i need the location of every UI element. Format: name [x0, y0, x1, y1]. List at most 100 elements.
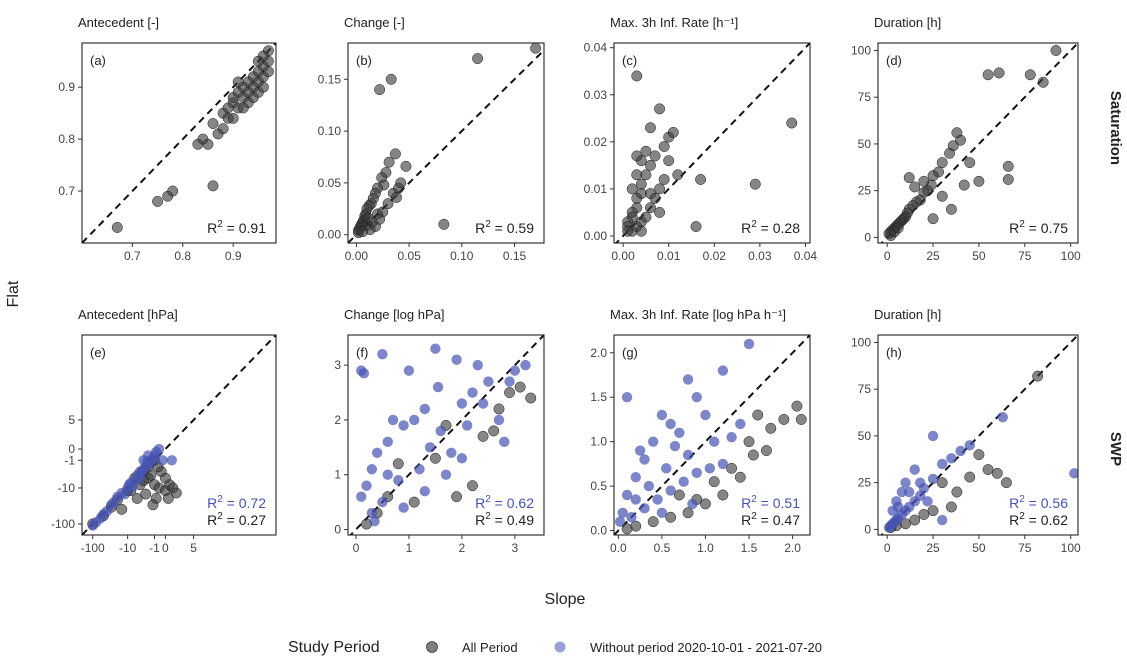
panel-frame: [347, 42, 545, 244]
point-without-period: [617, 507, 628, 518]
panel-2: Change [-] 0.00 0.05 0.10 0.15 0.00 0.05 0.10 0.…: [318, 15, 545, 263]
point-without-period: [371, 447, 383, 459]
point-all-period: [217, 123, 229, 135]
point-all-period: [467, 480, 478, 492]
point-all-period: [145, 469, 157, 481]
point-all-period: [257, 81, 269, 93]
point-all-period: [383, 156, 395, 168]
x-tick-label: 50: [972, 249, 986, 263]
y-tick-label: 0.01: [584, 182, 608, 196]
point-without-period: [892, 501, 904, 513]
point-without-period: [432, 381, 444, 393]
point-without-period: [726, 432, 737, 443]
point-without-period: [136, 466, 147, 477]
y-tick-label: 100: [851, 335, 871, 349]
y-tick-label: 0.03: [584, 88, 608, 102]
point-without-period: [682, 449, 694, 461]
point-all-period: [167, 185, 179, 197]
point-all-period: [903, 172, 915, 184]
point-all-period: [690, 221, 702, 232]
point-all-period: [726, 462, 738, 474]
point-all-period: [438, 218, 450, 230]
y-tick-label: 0: [864, 522, 871, 536]
panel-8: Duration [h] 0 25 50 75 100 0 25 50 75 100 (h) R2 = …: [851, 307, 1081, 555]
panel-7: Max. 3h Inf. Rate [log hPa h⁻¹] 0.0 0.5 1.0…: [590, 307, 811, 555]
point-all-period: [640, 169, 652, 181]
r2-label: R2 = 0.62: [1009, 511, 1068, 528]
y-tick-label: 0.7: [58, 184, 75, 198]
x-tick-label: 100: [1061, 541, 1081, 555]
point-without-period: [735, 418, 746, 430]
point-all-period: [918, 175, 930, 187]
x-axis-label: Slope: [545, 591, 586, 608]
point-all-period: [672, 169, 684, 181]
point-without-period: [382, 436, 393, 448]
point-without-period: [691, 392, 702, 403]
point-all-period: [918, 508, 930, 520]
point-all-period: [1002, 160, 1014, 172]
point-without-period: [937, 514, 948, 526]
r2-label: R2 = 0.59: [475, 219, 534, 236]
point-all-period: [1024, 69, 1036, 81]
panel-frame: [347, 334, 545, 536]
y-tick-label: 0.0: [590, 524, 607, 538]
point-all-period: [1037, 76, 1049, 88]
point-all-period: [667, 126, 679, 138]
point-all-period: [892, 222, 904, 234]
point-all-period: [640, 145, 652, 157]
x-tick-label: 1: [406, 541, 413, 555]
panel-title: Duration [h]: [874, 15, 941, 30]
point-all-period: [778, 413, 790, 425]
point-all-period: [964, 471, 976, 483]
point-without-period: [456, 398, 468, 409]
point-all-period: [993, 67, 1005, 79]
point-all-period: [357, 226, 369, 238]
x-tick-label: 0.0: [610, 541, 627, 555]
x-tick-label: 5: [190, 541, 197, 555]
panel-frame: [613, 334, 811, 536]
point-all-period: [111, 221, 123, 233]
legend-label-all-period: All Period: [462, 640, 518, 655]
panel-tag: (a): [90, 53, 106, 68]
identity-line: [82, 43, 276, 243]
r2-label: R2 = 0.72: [207, 494, 266, 511]
point-without-period: [665, 418, 676, 430]
point-all-period: [649, 150, 661, 162]
point-without-period: [700, 409, 711, 421]
identity-line: [614, 335, 810, 535]
x-tick-label: 1.0: [697, 541, 714, 555]
x-tick-label: 0.04: [794, 249, 818, 263]
y-tick-label: 1.0: [590, 435, 607, 449]
y-tick-label: 0.15: [318, 72, 342, 86]
r2-label: R2 = 0.28: [741, 219, 800, 236]
panel-tag: (b): [356, 53, 372, 68]
point-all-period: [663, 155, 675, 167]
point-all-period: [640, 211, 652, 223]
point-without-period: [626, 512, 637, 523]
point-without-period: [639, 454, 650, 465]
x-tick-label: -1: [149, 541, 160, 555]
point-without-period: [358, 368, 370, 379]
point-without-period: [946, 453, 957, 464]
panel-title: Max. 3h Inf. Rate [log hPa h⁻¹]: [610, 307, 786, 322]
point-all-period: [951, 486, 963, 498]
point-all-period: [131, 492, 143, 504]
point-all-period: [362, 212, 374, 224]
point-without-period: [153, 443, 165, 455]
panel-tag: (c): [622, 53, 637, 68]
point-all-period: [477, 430, 489, 442]
point-all-period: [734, 471, 746, 483]
x-tick-label: 25: [926, 541, 940, 555]
x-tick-label: 50: [972, 541, 986, 555]
x-tick-label: 0.10: [450, 249, 474, 263]
point-without-period: [361, 480, 372, 491]
point-all-period: [958, 179, 970, 191]
point-all-period: [488, 425, 500, 437]
point-without-period: [493, 414, 505, 426]
point-all-period: [237, 102, 249, 114]
point-without-period: [614, 516, 626, 527]
legend-marker-all-period: [426, 641, 438, 653]
point-without-period: [915, 477, 926, 488]
y-tick-label: 75: [858, 90, 872, 104]
x-tick-label: -100: [81, 541, 105, 555]
